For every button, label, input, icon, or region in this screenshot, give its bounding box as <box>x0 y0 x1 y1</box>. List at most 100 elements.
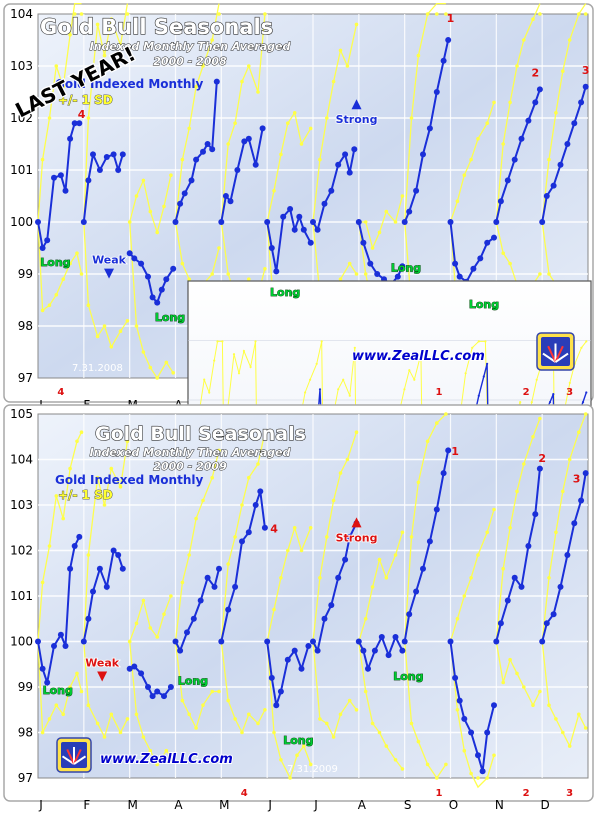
data-point-mean <box>264 219 271 225</box>
data-point-sd <box>125 717 130 721</box>
data-point-sd <box>127 220 132 224</box>
data-point-sd <box>164 360 169 365</box>
data-point-mean <box>138 260 145 267</box>
data-point-sd <box>331 735 336 739</box>
x-tick-label: M <box>219 798 229 812</box>
rank-label-below: 3 <box>566 387 573 398</box>
logo-ray <box>554 352 569 363</box>
data-point-sd <box>444 12 448 16</box>
data-point-mean <box>57 631 64 638</box>
y-tick-label: 104 <box>10 7 33 21</box>
data-point-sd <box>377 557 382 562</box>
data-point-sd <box>476 776 480 780</box>
data-point-mean <box>51 643 57 649</box>
y-tick-label: 101 <box>10 163 33 177</box>
data-point-sd <box>272 607 276 612</box>
data-point-sd <box>118 730 123 735</box>
data-point-sd <box>485 530 490 535</box>
data-point-sd <box>79 12 84 16</box>
data-point-sd <box>561 489 565 494</box>
inset-data-point <box>216 340 219 343</box>
data-point-mean <box>420 151 426 158</box>
data-point-sd <box>416 739 421 744</box>
zeal-logo-icon <box>56 737 92 773</box>
data-point-sd <box>187 712 191 717</box>
data-point-sd <box>201 498 205 503</box>
data-point-mean <box>177 647 184 654</box>
data-point-mean <box>440 470 447 477</box>
data-point-sd <box>409 116 414 120</box>
data-point-mean <box>62 643 69 649</box>
data-point-mean <box>399 263 406 270</box>
data-point-mean <box>401 219 408 225</box>
data-point-mean <box>149 693 156 700</box>
data-point-sd <box>134 621 139 626</box>
data-point-sd <box>377 730 382 735</box>
rank-label: 4 <box>270 522 278 535</box>
data-point-mean <box>310 638 316 645</box>
data-point-mean <box>346 169 353 176</box>
data-point-sd <box>325 116 329 120</box>
data-point-sd <box>263 267 267 271</box>
data-point-mean <box>493 638 500 645</box>
data-point-mean <box>406 611 413 618</box>
inset-data-point <box>309 378 312 381</box>
data-point-sd <box>95 334 100 339</box>
data-point-sd <box>40 308 45 313</box>
data-point-mean <box>426 125 433 132</box>
data-point-sd <box>40 580 45 585</box>
weak-annotation: Weak <box>85 657 120 670</box>
data-point-sd <box>331 79 336 84</box>
series-line-mean <box>357 634 404 673</box>
data-point-mean <box>399 647 406 654</box>
inset-data-point <box>232 353 236 356</box>
data-point-mean <box>525 543 532 549</box>
data-point-mean <box>557 161 564 168</box>
data-point-sd <box>455 617 460 621</box>
chart-subtitle-line1: Indexed Monthly Then Averaged <box>90 40 291 53</box>
data-point-sd <box>444 762 448 767</box>
data-point-mean <box>239 538 245 545</box>
rank-label-below: 1 <box>436 387 443 398</box>
data-point-sd <box>286 121 290 125</box>
data-point-sd <box>318 717 322 721</box>
data-point-sd <box>288 776 292 780</box>
series-line-sd <box>404 413 447 642</box>
data-point-sd <box>141 598 146 603</box>
data-point-sd <box>476 137 480 141</box>
data-point-mean <box>452 260 459 267</box>
data-point-sd <box>102 324 107 328</box>
data-point-sd <box>515 64 519 68</box>
data-point-sd <box>393 553 398 557</box>
y-tick-label: 102 <box>10 544 33 558</box>
data-point-mean <box>536 86 543 93</box>
data-point-sd <box>345 64 350 68</box>
data-point-mean <box>335 161 342 168</box>
data-point-mean <box>355 219 362 225</box>
inset-data-point <box>519 401 522 404</box>
data-point-sd <box>547 157 551 162</box>
data-point-sd <box>217 448 221 453</box>
data-point-mean <box>268 245 275 251</box>
data-point-mean <box>374 271 381 277</box>
series-line-sd <box>37 431 83 642</box>
data-point-mean <box>110 151 117 158</box>
x-tick-label: A <box>174 798 183 812</box>
y-tick-label: 100 <box>10 215 33 229</box>
data-point-mean <box>39 665 46 672</box>
data-point-mean <box>259 125 266 132</box>
data-point-sd <box>118 43 123 47</box>
data-point-mean <box>543 620 550 627</box>
data-point-mean <box>504 177 511 184</box>
data-point-mean <box>245 529 252 536</box>
data-point-mean <box>103 583 110 590</box>
rank-label-below: 2 <box>523 387 530 398</box>
data-point-mean <box>564 552 571 558</box>
data-point-mean <box>163 276 170 283</box>
series-sd-lower <box>36 639 588 789</box>
data-point-sd <box>583 412 588 416</box>
data-point-sd <box>134 194 139 198</box>
data-point-mean <box>385 652 392 659</box>
